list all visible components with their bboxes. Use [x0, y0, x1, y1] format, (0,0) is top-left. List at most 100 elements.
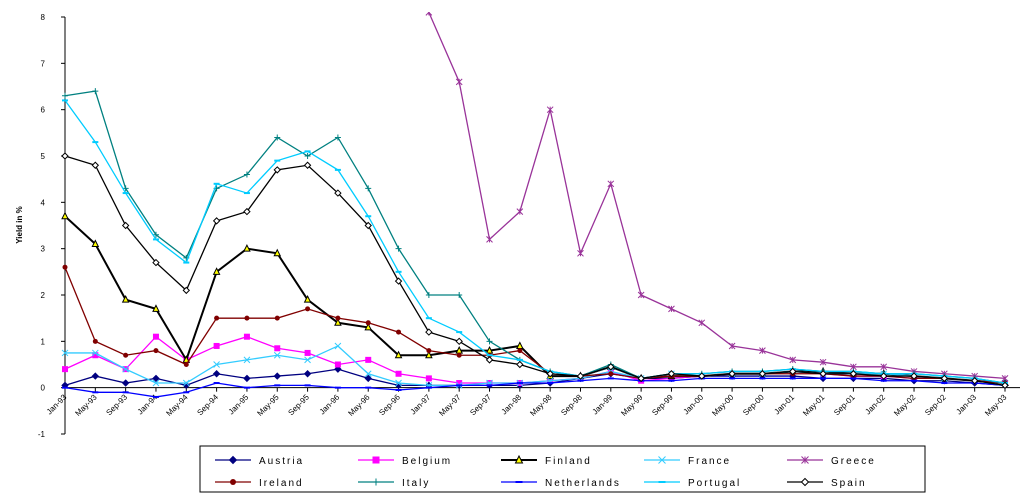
legend-item: France	[644, 456, 729, 467]
marker	[152, 379, 160, 387]
marker	[228, 455, 238, 465]
marker	[152, 231, 159, 238]
marker	[152, 374, 160, 383]
marker	[304, 356, 311, 364]
marker	[728, 370, 736, 378]
marker	[213, 361, 220, 368]
marker	[425, 375, 432, 382]
marker	[637, 291, 645, 299]
marker	[880, 363, 888, 371]
x-tick-label: May-99	[619, 392, 645, 418]
legend-item: Netherlands	[501, 478, 619, 489]
marker	[698, 319, 706, 327]
marker	[122, 185, 129, 192]
x-tick-label: May-00	[710, 392, 736, 418]
marker	[273, 351, 281, 359]
marker	[517, 348, 523, 354]
marker	[395, 370, 402, 377]
x-tick-label: Jan-99	[591, 392, 615, 416]
marker	[243, 374, 251, 383]
x-tick-label: May-96	[346, 392, 372, 418]
x-tick-label: May-02	[892, 392, 918, 418]
marker	[61, 349, 69, 357]
y-tick-label: 2	[41, 291, 46, 300]
marker	[243, 333, 250, 340]
plot-area	[61, 12, 1009, 398]
legend-item: Austria	[215, 455, 302, 467]
marker	[395, 379, 402, 387]
y-axis-label: Yield in %	[15, 206, 24, 244]
x-tick-label: Jan-98	[500, 392, 524, 416]
legend-label: Belgium	[402, 456, 452, 467]
marker	[334, 361, 341, 368]
x-tick-label: Sep-96	[377, 392, 402, 417]
marker	[1001, 381, 1009, 390]
marker	[61, 152, 69, 160]
marker	[152, 304, 160, 312]
marker	[183, 362, 189, 367]
marker	[273, 248, 282, 257]
marker	[152, 258, 160, 267]
legend-item: Belgium	[358, 456, 452, 467]
legend-label: Ireland	[259, 478, 304, 489]
x-tick-label: Jan-97	[409, 392, 433, 416]
x-tick-label: Sep-99	[650, 392, 675, 417]
x-tick-label: Sep-93	[104, 392, 129, 417]
marker	[303, 161, 312, 169]
marker	[455, 78, 463, 86]
marker	[121, 221, 130, 230]
marker	[152, 333, 159, 340]
marker	[819, 370, 827, 378]
marker	[637, 374, 645, 383]
x-tick-label: Sep-95	[286, 392, 311, 417]
marker	[123, 352, 129, 358]
marker	[425, 292, 432, 298]
x-tick-label: Jan-00	[682, 392, 706, 416]
marker	[230, 479, 236, 485]
marker	[303, 370, 312, 378]
marker	[394, 277, 403, 285]
marker	[800, 477, 810, 487]
marker	[243, 356, 251, 364]
x-tick-label: May-95	[255, 392, 281, 418]
marker	[273, 166, 281, 174]
legend-item: Italy	[358, 478, 428, 489]
marker	[789, 356, 797, 364]
series-line	[428, 12, 1006, 380]
marker	[880, 372, 888, 380]
marker	[698, 372, 706, 380]
x-tick-label: May-98	[528, 392, 554, 418]
marker	[304, 349, 311, 356]
marker	[121, 295, 130, 303]
marker	[62, 366, 68, 373]
legend-item: Portugal	[644, 478, 739, 489]
y-tick-label: 4	[41, 198, 46, 207]
marker	[607, 180, 615, 188]
marker	[970, 377, 979, 385]
marker	[182, 286, 190, 295]
marker	[455, 337, 463, 346]
marker	[608, 371, 614, 377]
marker	[212, 267, 221, 275]
marker	[364, 374, 372, 383]
marker	[243, 171, 250, 178]
marker	[801, 456, 809, 464]
marker	[485, 356, 494, 364]
marker	[456, 292, 463, 298]
series-line	[64, 155, 1006, 386]
marker	[425, 350, 433, 359]
series-line	[64, 90, 1006, 384]
marker	[364, 221, 372, 230]
marker	[62, 92, 68, 99]
marker	[758, 370, 767, 378]
marker	[425, 12, 433, 16]
y-tick-label: 0	[41, 384, 46, 393]
legend-item: Ireland	[215, 478, 304, 489]
legend-item: Finland	[501, 454, 590, 467]
x-tick-label: Jan-01	[772, 392, 796, 416]
x-tick-label: May-97	[437, 392, 463, 418]
marker	[546, 106, 554, 114]
x-tick-label: Sep-97	[468, 392, 493, 417]
marker	[61, 211, 69, 220]
marker	[213, 342, 220, 349]
